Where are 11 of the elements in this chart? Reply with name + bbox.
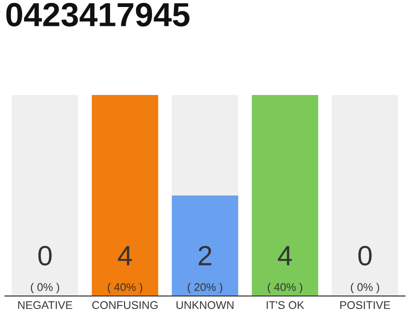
x-tick-label: NEGATIVE <box>18 301 72 310</box>
x-tick-label: IT'S OK <box>266 301 304 310</box>
annotation: 4 ( 40% ) <box>268 246 302 294</box>
chart-title: 0423417945 <box>6 2 190 27</box>
annotation: 2 ( 20% ) <box>188 246 222 294</box>
x-tick-label: UNKNOWN <box>176 301 234 310</box>
annotation: 4 ( 40% ) <box>108 246 142 294</box>
x-tick-label: POSITIVE <box>340 301 390 310</box>
annotation: 0 ( 0% ) <box>30 246 60 294</box>
x-tick-label: CONFUSING <box>92 301 158 310</box>
annotation: 0 ( 0% ) <box>350 246 380 294</box>
